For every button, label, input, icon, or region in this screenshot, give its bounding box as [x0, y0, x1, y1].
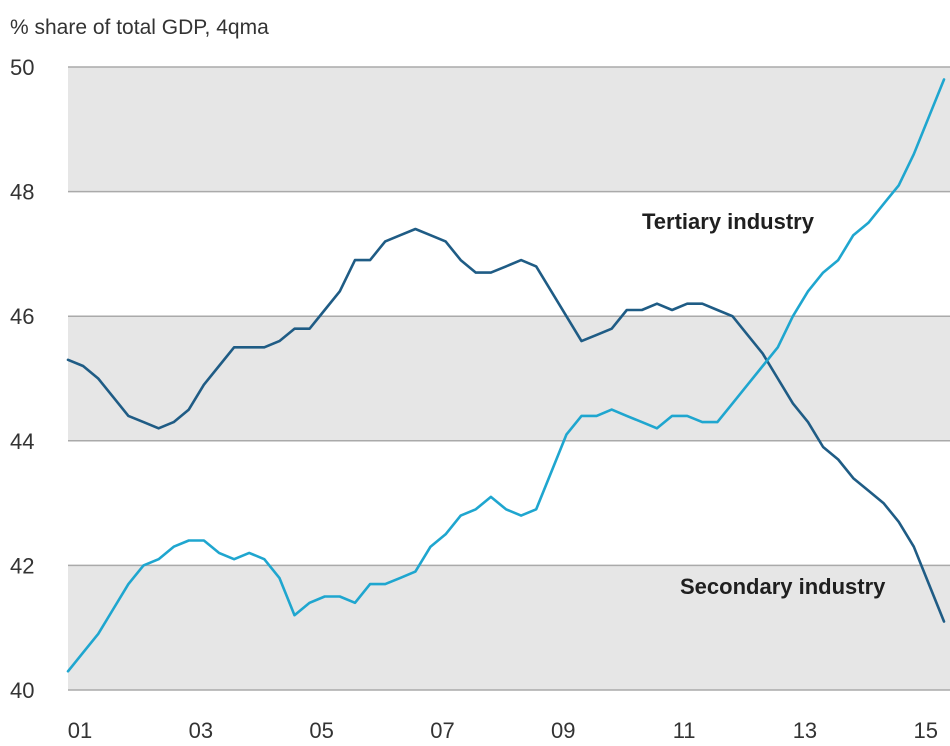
series-lines [66, 78, 946, 673]
background-band [68, 565, 950, 690]
y-tick-label: 48 [10, 180, 34, 205]
x-tick-label: 13 [793, 718, 817, 743]
y-axis-ticks: 40 42 44 46 48 50 [10, 55, 34, 703]
y-tick-label: 40 [10, 678, 34, 703]
y-tick-label: 42 [10, 553, 34, 578]
x-tick-label: 01 [68, 718, 92, 743]
y-tick-label: 46 [10, 304, 34, 329]
tertiary-industry-label: Tertiary industry [642, 209, 815, 234]
x-tick-label: 09 [551, 718, 575, 743]
x-tick-label: 05 [309, 718, 333, 743]
gridlines [68, 66, 950, 691]
background-bands [68, 67, 950, 690]
x-tick-label: 11 [673, 718, 696, 743]
y-tick-label: 44 [10, 429, 34, 454]
x-axis-ticks: 01 03 05 07 09 11 13 15 [68, 718, 938, 743]
secondary-industry-line [66, 78, 946, 673]
y-tick-label: 50 [10, 55, 34, 80]
tertiary-industry-line [66, 227, 946, 623]
y-axis-unit-label: % share of total GDP, 4qma [10, 16, 269, 39]
x-tick-label: 15 [914, 718, 938, 743]
x-tick-label: 03 [189, 718, 213, 743]
secondary-industry-label: Secondary industry [680, 574, 886, 599]
background-band [68, 316, 950, 441]
x-tick-label: 07 [430, 718, 454, 743]
background-band [68, 67, 950, 192]
